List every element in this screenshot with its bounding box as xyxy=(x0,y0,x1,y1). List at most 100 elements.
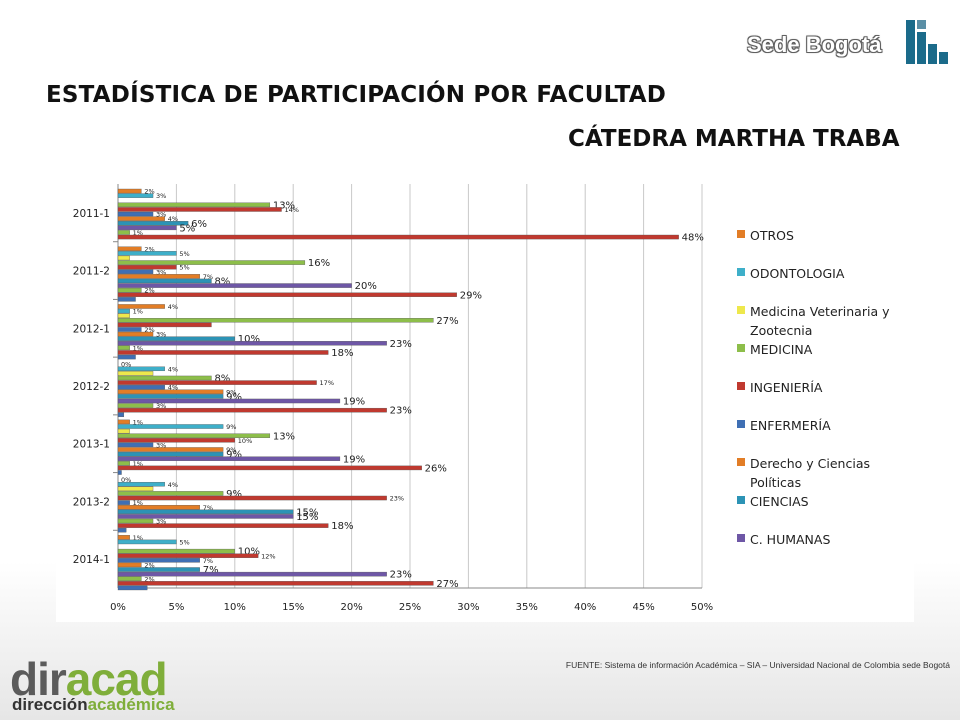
x-tick-label: 10% xyxy=(224,602,246,613)
bar xyxy=(117,225,177,231)
data-label: 2% xyxy=(144,561,154,569)
data-label: 7% xyxy=(203,273,213,281)
bar xyxy=(117,260,306,265)
bar xyxy=(117,553,259,558)
legend-label: ENFERMERÍA xyxy=(750,418,831,433)
data-label: 26% xyxy=(425,463,447,474)
x-tick-label: 5% xyxy=(168,602,184,613)
data-label: 27% xyxy=(436,579,458,590)
data-label: 3% xyxy=(156,402,166,410)
bar xyxy=(117,438,235,443)
un-logo-icon xyxy=(906,20,948,64)
bar xyxy=(117,327,142,332)
data-label: 18% xyxy=(331,348,353,359)
bar xyxy=(117,451,224,457)
bar xyxy=(117,341,387,346)
data-label: 2% xyxy=(144,326,154,334)
legend-item: INGENIERÍA xyxy=(737,378,822,397)
y-tick-label: 2011-2 xyxy=(73,266,110,278)
data-label: 4% xyxy=(168,365,178,373)
legend-item: CIENCIAS xyxy=(737,492,809,511)
bar xyxy=(117,384,165,390)
bar xyxy=(117,216,165,221)
bar xyxy=(117,207,282,212)
data-label: 9% xyxy=(226,392,242,403)
x-tick-label: 25% xyxy=(399,602,421,613)
data-label: 17% xyxy=(320,379,334,387)
bar xyxy=(117,304,165,309)
data-label: 4% xyxy=(168,303,178,311)
legend-label: ODONTOLOGIA xyxy=(750,266,845,281)
data-label: 8% xyxy=(214,277,230,288)
bar xyxy=(117,419,130,425)
bar xyxy=(117,345,130,351)
data-label: 20% xyxy=(355,281,377,292)
bar xyxy=(117,354,136,360)
logo-sub: direcciónacadémica xyxy=(12,695,175,714)
y-tick-label: 2013-1 xyxy=(73,439,110,451)
bar xyxy=(117,523,329,528)
data-label: 4% xyxy=(168,481,178,489)
bar xyxy=(117,202,271,208)
legend-swatch xyxy=(737,268,745,276)
data-label: 29% xyxy=(460,290,482,301)
bar xyxy=(117,297,136,302)
bar xyxy=(117,495,387,501)
legend-label: INGENIERÍA xyxy=(750,380,823,395)
bar xyxy=(117,188,142,194)
bar xyxy=(117,211,154,217)
bar xyxy=(117,278,212,284)
bar xyxy=(117,331,154,337)
sede-bogota-logo: Sede Bogotá xyxy=(747,18,952,68)
bar xyxy=(117,313,130,318)
bar xyxy=(117,394,224,399)
bar xyxy=(117,491,224,496)
bar xyxy=(117,193,154,198)
bar xyxy=(117,509,294,515)
bar xyxy=(117,500,130,505)
page-title: ESTADÍSTICA DE PARTICIPACIÓN POR FACULTA… xyxy=(46,82,667,108)
data-label: 4% xyxy=(168,215,178,223)
bar xyxy=(117,318,434,323)
data-label: 9% xyxy=(226,388,236,396)
bar xyxy=(117,251,177,256)
data-label: 2% xyxy=(144,575,154,583)
data-label: 5% xyxy=(179,250,189,258)
bar xyxy=(117,246,142,251)
legend-item: Medicina Veterinaria y Zootecnia xyxy=(737,302,917,340)
x-tick-label: 20% xyxy=(340,602,362,613)
data-label: 23% xyxy=(390,495,404,503)
bar xyxy=(117,535,130,540)
data-label: 1% xyxy=(133,418,143,426)
legend-label: MEDICINA xyxy=(750,342,813,357)
x-tick-label: 35% xyxy=(516,602,538,613)
data-label: 7% xyxy=(203,557,213,565)
y-tick-label: 2014-1 xyxy=(73,554,110,566)
bar xyxy=(117,322,212,328)
legend-swatch xyxy=(737,230,745,238)
data-label: 1% xyxy=(133,308,143,316)
x-tick-label: 15% xyxy=(282,602,304,613)
bar xyxy=(117,585,148,591)
legend-label: C. HUMANAS xyxy=(750,532,831,547)
data-label: 1% xyxy=(133,344,143,352)
source-note: FUENTE: Sistema de información Académica… xyxy=(565,660,950,670)
data-label: 3% xyxy=(156,518,166,526)
bar xyxy=(117,571,387,577)
data-label: 8% xyxy=(214,374,230,385)
legend-swatch xyxy=(737,496,745,504)
bar xyxy=(117,447,224,452)
bar xyxy=(117,486,154,492)
bar xyxy=(117,567,200,572)
data-label: 4% xyxy=(168,384,178,392)
bar xyxy=(117,433,271,438)
x-tick-label: 40% xyxy=(574,602,596,613)
data-label: 23% xyxy=(390,339,412,350)
data-label: 23% xyxy=(390,570,412,581)
data-label: 1% xyxy=(133,229,143,237)
x-tick-label: 30% xyxy=(457,602,479,613)
x-tick-label: 0% xyxy=(110,602,126,613)
data-label: 2% xyxy=(144,245,154,253)
bar xyxy=(117,274,200,279)
bar xyxy=(117,514,294,519)
